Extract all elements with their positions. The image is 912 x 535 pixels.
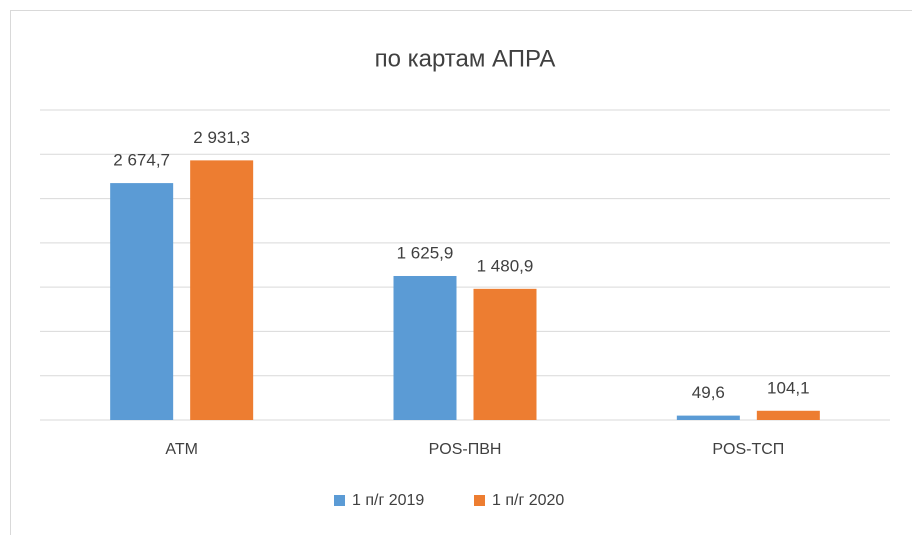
data-label: 2 674,7 [113,151,170,170]
data-label: 104,1 [767,378,810,397]
legend-label: 1 п/г 2020 [492,492,564,509]
legend-swatch [334,495,345,506]
x-tick-label: POS-ТСП [712,441,784,458]
bar [756,410,820,420]
legend-swatch [474,495,485,506]
bar [190,160,254,420]
data-label: 1 480,9 [477,256,534,275]
bar [393,275,457,420]
bar [473,288,537,420]
bar [676,415,740,420]
chart-title: по картам АПРА [375,45,556,72]
x-tick-label: POS-ПВН [429,441,502,458]
data-label: 49,6 [692,383,725,402]
legend-label: 1 п/г 2019 [352,492,424,509]
x-tick-label: ATM [165,441,198,458]
data-label: 1 625,9 [397,243,454,262]
bar [110,183,174,420]
data-label: 2 931,3 [193,128,250,147]
